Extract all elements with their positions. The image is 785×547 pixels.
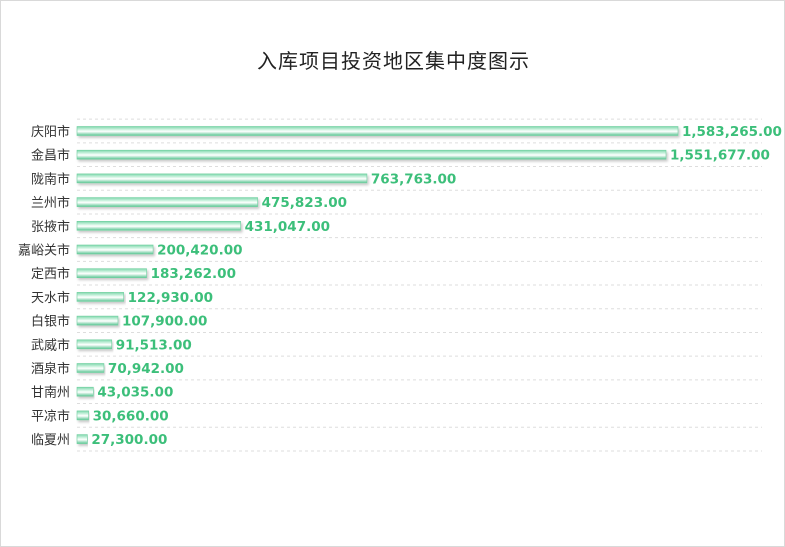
bar-酒泉市: [76, 363, 105, 373]
category-label-庆阳市: 庆阳市: [31, 124, 70, 140]
bar-武威市: [76, 339, 113, 350]
value-label-张掖市: 431,047.00: [245, 219, 330, 235]
category-label-定西市: 定西市: [31, 266, 70, 282]
value-label-甘南州: 43,035.00: [97, 385, 173, 401]
bar-兰州市: [76, 197, 258, 207]
bar-金昌市: [76, 149, 667, 160]
category-label-酒泉市: 酒泉市: [31, 361, 70, 377]
value-label-平凉市: 30,660.00: [93, 408, 169, 424]
value-label-定西市: 183,262.00: [151, 266, 236, 282]
category-label-张掖市: 张掖市: [31, 219, 70, 235]
value-label-酒泉市: 70,942.00: [108, 361, 184, 377]
category-label-天水市: 天水市: [31, 290, 70, 306]
value-label-庆阳市: 1,583,265.00: [682, 124, 782, 140]
category-label-甘南州: 甘南州: [31, 385, 70, 401]
category-label-武威市: 武威市: [31, 337, 70, 353]
chart-title: 入库项目投资地区集中度图示: [257, 49, 530, 73]
data-labels: 1,583,265.00 1,551,677.00 763,763.00 475,82…: [91, 124, 782, 448]
bars: [76, 126, 679, 444]
category-label-白银市: 白银市: [31, 314, 70, 330]
bar-定西市: [76, 268, 147, 279]
category-labels: 庆阳市金昌市陇南市兰州市张掖市嘉峪关市定西市天水市白银市武威市酒泉市甘南州平凉市…: [18, 124, 70, 448]
category-label-临夏州: 临夏州: [31, 433, 70, 448]
value-label-武威市: 91,513.00: [116, 337, 192, 353]
bar-庆阳市: [76, 126, 679, 136]
value-label-兰州市: 475,823.00: [262, 195, 347, 211]
bar-张掖市: [76, 221, 241, 231]
bar-嘉峪关市: [76, 244, 154, 255]
bar-平凉市: [76, 410, 89, 421]
value-label-嘉峪关市: 200,420.00: [157, 243, 242, 259]
category-label-金昌市: 金昌市: [31, 148, 70, 164]
value-label-白银市: 107,900.00: [122, 314, 207, 330]
bar-白银市: [76, 315, 119, 326]
category-label-嘉峪关市: 嘉峪关市: [18, 243, 70, 259]
bar-陇南市: [76, 173, 368, 184]
value-label-天水市: 122,930.00: [128, 290, 213, 306]
category-label-陇南市: 陇南市: [31, 171, 70, 187]
gridlines: [77, 118, 762, 452]
category-label-兰州市: 兰州市: [31, 195, 70, 211]
bar-天水市: [76, 292, 124, 302]
bar-甘南州: [76, 386, 94, 397]
value-label-金昌市: 1,551,677.00: [670, 148, 770, 164]
category-label-平凉市: 平凉市: [31, 408, 70, 424]
value-label-陇南市: 763,763.00: [371, 171, 456, 187]
value-label-临夏州: 27,300.00: [91, 432, 167, 448]
bar-临夏州: [76, 434, 88, 444]
